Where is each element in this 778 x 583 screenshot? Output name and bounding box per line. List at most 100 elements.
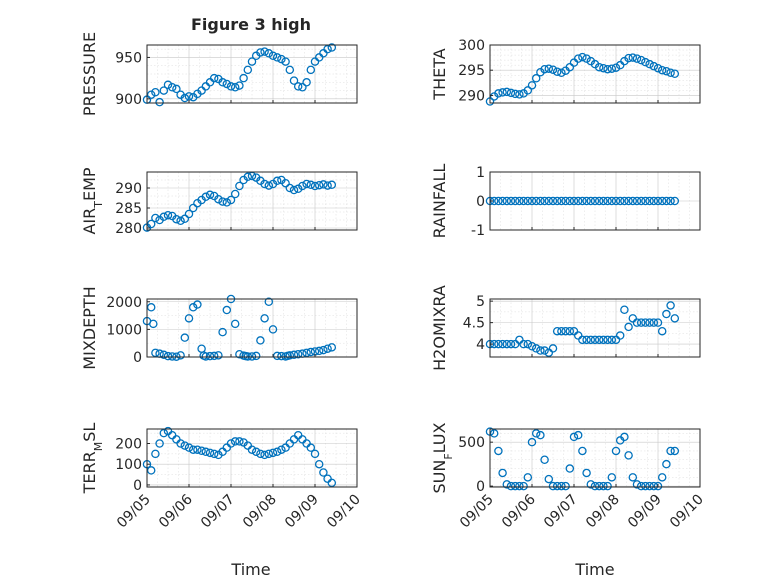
data-point bbox=[531, 74, 541, 83]
data-point bbox=[624, 322, 633, 332]
data-point bbox=[180, 333, 190, 342]
y-axis-label: MIXDEPTH bbox=[80, 286, 99, 369]
data-point bbox=[272, 351, 282, 361]
y-axis-label: SUNFLUX bbox=[430, 422, 455, 493]
data-point bbox=[603, 481, 612, 491]
data-point bbox=[146, 219, 156, 229]
data-point bbox=[235, 437, 244, 446]
data-point bbox=[632, 196, 642, 206]
axes-frame bbox=[146, 298, 358, 358]
data-point bbox=[552, 196, 562, 206]
data-point bbox=[494, 339, 503, 349]
data-point bbox=[548, 65, 558, 74]
data-point bbox=[636, 55, 646, 65]
data-point bbox=[540, 455, 549, 465]
data-point bbox=[289, 350, 299, 360]
data-point bbox=[599, 335, 608, 345]
data-point bbox=[527, 196, 537, 206]
data-point bbox=[569, 432, 579, 442]
data-point bbox=[670, 446, 680, 456]
data-point bbox=[184, 92, 194, 101]
data-point bbox=[624, 53, 633, 63]
data-point bbox=[573, 430, 583, 440]
data-point bbox=[306, 443, 316, 452]
y-tick-label: 285 bbox=[115, 201, 142, 217]
subplot-4: -1 0 1 RAINFALL bbox=[430, 164, 701, 239]
data-point bbox=[548, 344, 558, 353]
data-point bbox=[184, 209, 194, 219]
data-point bbox=[620, 196, 629, 206]
data-point bbox=[230, 189, 240, 199]
y-axis-label: TERRMSL bbox=[80, 423, 105, 495]
data-point bbox=[201, 192, 211, 202]
data-point bbox=[502, 196, 512, 206]
data-point bbox=[298, 83, 307, 92]
data-point bbox=[607, 473, 617, 482]
data-point bbox=[531, 196, 541, 206]
data-point bbox=[557, 68, 566, 77]
axes-frame bbox=[489, 44, 701, 104]
data-point bbox=[498, 468, 507, 478]
series-markers bbox=[485, 427, 680, 491]
data-point bbox=[603, 335, 612, 345]
data-point bbox=[281, 178, 290, 188]
data-point bbox=[314, 459, 324, 469]
data-point bbox=[636, 196, 646, 206]
data-point bbox=[670, 69, 680, 78]
data-point bbox=[180, 93, 190, 103]
data-point bbox=[172, 84, 181, 94]
data-point bbox=[260, 179, 269, 189]
data-point bbox=[645, 481, 654, 491]
data-point bbox=[628, 314, 638, 323]
data-point bbox=[536, 430, 545, 440]
data-point bbox=[293, 349, 303, 359]
data-point bbox=[184, 314, 194, 323]
data-point bbox=[176, 216, 185, 226]
data-point bbox=[645, 196, 654, 206]
data-point bbox=[256, 449, 265, 459]
data-point bbox=[544, 196, 554, 206]
data-point bbox=[243, 172, 253, 182]
data-point bbox=[607, 196, 617, 206]
data-point bbox=[306, 65, 316, 75]
data-point bbox=[235, 181, 244, 191]
data-point bbox=[565, 196, 575, 206]
data-point bbox=[552, 67, 562, 76]
data-point bbox=[268, 51, 278, 61]
data-point bbox=[611, 335, 621, 345]
data-point bbox=[502, 480, 512, 489]
y-axis-label: RAINFALL bbox=[430, 164, 449, 239]
data-point bbox=[670, 196, 680, 206]
data-point bbox=[515, 481, 524, 491]
y-axis-label: THETA bbox=[430, 48, 449, 100]
data-point bbox=[323, 44, 332, 54]
series-markers bbox=[142, 426, 337, 488]
data-point bbox=[327, 478, 337, 488]
data-point bbox=[666, 196, 675, 206]
data-point bbox=[506, 339, 516, 349]
data-point bbox=[586, 335, 596, 345]
data-point bbox=[264, 297, 274, 307]
data-point bbox=[159, 212, 169, 222]
data-point bbox=[594, 481, 604, 491]
data-point bbox=[657, 473, 667, 482]
data-point bbox=[214, 351, 223, 360]
data-point bbox=[523, 473, 533, 482]
series-markers bbox=[485, 301, 680, 357]
data-point bbox=[632, 54, 642, 63]
subplot-1: 900 950 PRESSURE bbox=[80, 32, 358, 116]
series-markers bbox=[142, 43, 337, 107]
data-point bbox=[264, 449, 274, 459]
data-point bbox=[188, 445, 198, 454]
data-point bbox=[624, 196, 633, 206]
data-point bbox=[264, 49, 274, 58]
y-tick-label: 290 bbox=[458, 88, 485, 104]
data-point bbox=[603, 64, 612, 74]
data-point bbox=[163, 80, 173, 90]
data-point bbox=[657, 326, 667, 336]
subplot-6: 4 4.5 5 H2OMIXRA bbox=[430, 285, 701, 371]
data-point bbox=[256, 336, 265, 345]
y-tick-label: 0 bbox=[133, 350, 142, 366]
data-point bbox=[251, 351, 261, 361]
